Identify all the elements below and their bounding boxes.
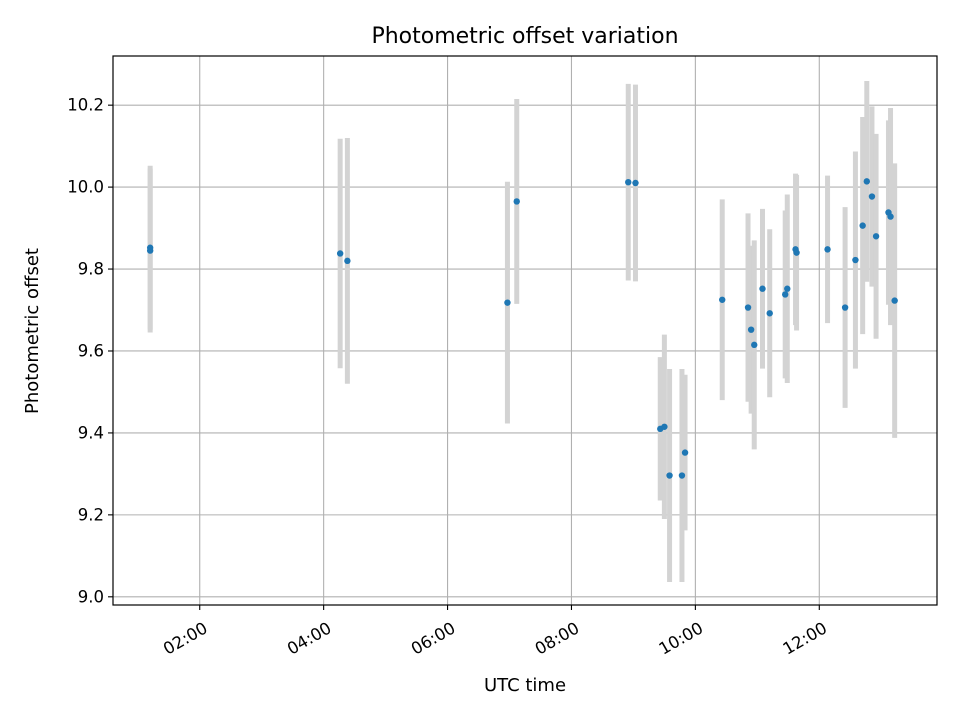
data-point (766, 310, 773, 317)
data-point (344, 257, 351, 265)
data-point (719, 296, 726, 303)
data-point (793, 249, 800, 256)
y-tick-label: 9.2 (78, 505, 104, 524)
data-point (859, 222, 866, 229)
data-point (681, 449, 689, 456)
data-point (784, 285, 791, 292)
data-point (666, 472, 673, 479)
data-point (863, 178, 870, 185)
data-point (661, 423, 668, 430)
x-axis-label: UTC time (484, 675, 566, 696)
data-point (751, 341, 758, 349)
y-tick-label: 9.6 (78, 341, 104, 360)
data-point (747, 326, 755, 333)
data-point (872, 233, 880, 240)
y-tick-label: 9.0 (78, 587, 104, 606)
y-tick-label: 9.8 (78, 260, 104, 279)
data-point (824, 246, 831, 253)
data-point (513, 198, 520, 205)
y-tick-label: 9.4 (78, 423, 104, 442)
data-point (336, 250, 344, 257)
data-point (852, 256, 859, 264)
data-point (759, 285, 766, 292)
y-tick-label: 10.0 (67, 178, 104, 197)
data-point (744, 304, 752, 311)
data-point (868, 193, 876, 200)
data-point (504, 299, 511, 306)
data-point (841, 304, 849, 311)
data-point (632, 179, 639, 187)
plot-frame (112, 55, 938, 606)
data-point (678, 472, 686, 479)
data-point (625, 178, 632, 186)
grid (113, 56, 937, 605)
data-point (887, 213, 894, 220)
chart-title: Photometric offset variation (371, 24, 678, 49)
data-point (891, 297, 898, 304)
y-tick-label: 10.2 (67, 96, 104, 115)
data-points (146, 178, 898, 479)
data-point (782, 291, 789, 298)
y-axis-label: Photometric offset (22, 248, 43, 414)
data-point (146, 247, 154, 254)
